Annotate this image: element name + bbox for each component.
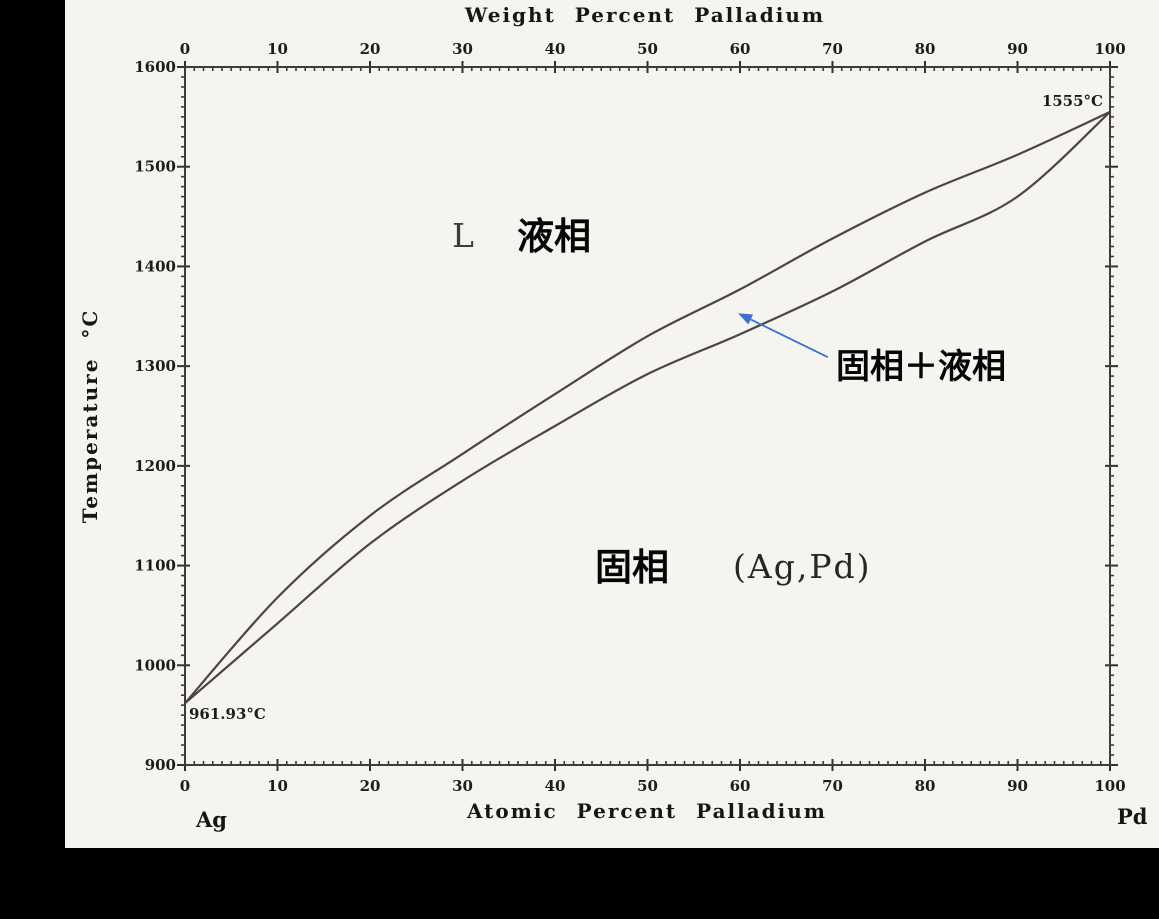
left-tick-label: 1600 — [134, 58, 176, 76]
top-tick-label: 40 — [545, 40, 566, 58]
top-axis-title: Weight Percent Palladium — [464, 3, 825, 27]
bottom-tick-label: 60 — [730, 777, 751, 795]
bottom-tick-label: 100 — [1094, 777, 1125, 795]
top-tick-label: 20 — [360, 40, 381, 58]
region-label-solid-solution-formula: (Ag,Pd) — [733, 547, 872, 586]
left-axis-title: Temperature °C — [78, 309, 102, 524]
region-label-solid-phase: 固相 — [595, 546, 669, 589]
bottom-tick-label: 70 — [822, 777, 843, 795]
left-tick-label: 1000 — [134, 656, 176, 674]
bottom-tick-label: 50 — [637, 777, 658, 795]
top-tick-label: 90 — [1007, 40, 1028, 58]
top-tick-label: 10 — [267, 40, 288, 58]
left-tick-label: 900 — [145, 756, 176, 774]
region-label-liquid-symbol: L — [452, 216, 474, 255]
top-tick-label: 80 — [915, 40, 936, 58]
top-tick-label: 30 — [452, 40, 473, 58]
left-tick-label: 1200 — [134, 457, 176, 475]
bottom-tick-label: 80 — [915, 777, 936, 795]
annotation-arrowhead — [738, 313, 754, 325]
plot-frame — [184, 66, 1111, 766]
bottom-tick-label: 20 — [360, 777, 381, 795]
top-tick-label: 50 — [637, 40, 658, 58]
pd-melting-point-annotation: 1555°C — [1042, 92, 1103, 110]
bottom-tick-label: 90 — [1007, 777, 1028, 795]
bottom-tick-label: 40 — [545, 777, 566, 795]
bottom-tick-label: 0 — [180, 777, 190, 795]
region-label-solid-plus-liquid: 固相＋液相 — [836, 347, 1006, 387]
top-tick-label: 70 — [822, 40, 843, 58]
ag-melting-point-annotation: 961.93°C — [189, 705, 266, 723]
solidus-curve — [183, 110, 1112, 705]
top-tick-label: 0 — [180, 40, 190, 58]
left-tick-label: 1500 — [134, 158, 176, 176]
top-tick-label: 60 — [730, 40, 751, 58]
top-tick-label: 100 — [1094, 40, 1125, 58]
bottom-axis-title: Atomic Percent Palladium — [466, 799, 827, 823]
element-label-pd: Pd — [1117, 804, 1148, 829]
liquidus-curve — [183, 110, 1112, 705]
element-label-ag: Ag — [195, 807, 227, 832]
left-tick-label: 1300 — [134, 357, 176, 375]
left-tick-label: 1100 — [134, 557, 176, 575]
diagram-canvas — [65, 0, 1159, 848]
annotation-arrow-shaft — [750, 318, 829, 358]
region-label-liquid-phase: 液相 — [517, 215, 591, 258]
left-tick-label: 1400 — [134, 257, 176, 275]
bottom-tick-label: 10 — [267, 777, 288, 795]
bottom-tick-label: 30 — [452, 777, 473, 795]
